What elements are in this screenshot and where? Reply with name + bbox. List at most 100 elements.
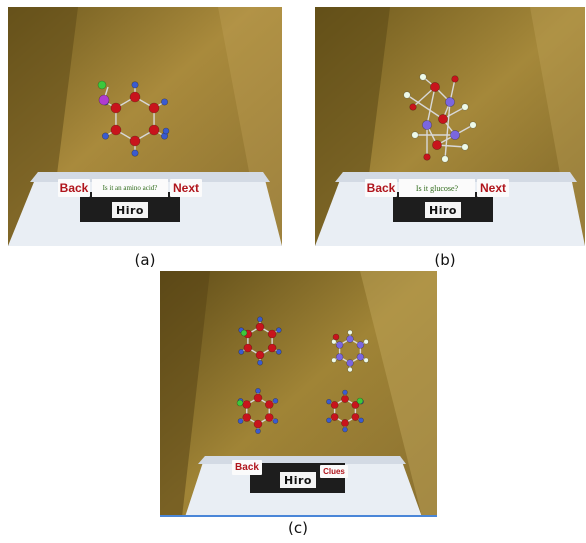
atom: [253, 419, 263, 429]
hiro-marker-label: Hiro: [425, 202, 461, 218]
atom: [351, 401, 360, 409]
atom: [267, 343, 277, 353]
atom: [451, 75, 459, 83]
back-button[interactable]: Back: [232, 460, 262, 475]
question-box: Is it glucose?: [399, 179, 475, 197]
atom: [335, 353, 344, 361]
atom: [275, 349, 282, 355]
bond: [412, 86, 436, 108]
atom: [253, 393, 263, 403]
caption-c: (c): [288, 519, 308, 537]
atom: [331, 357, 337, 363]
atom: [342, 389, 348, 396]
atom: [240, 329, 248, 337]
atom: [347, 329, 353, 336]
atom: [162, 127, 170, 135]
back-button[interactable]: Back: [365, 179, 397, 197]
atom: [264, 413, 274, 422]
bond: [436, 144, 466, 148]
atom: [242, 400, 252, 409]
bond: [444, 101, 451, 160]
back-button[interactable]: Back: [58, 179, 90, 197]
atom: [331, 339, 337, 345]
atom: [411, 131, 419, 139]
atom: [441, 155, 449, 163]
atom: [342, 426, 348, 433]
atom: [238, 349, 245, 355]
atom: [358, 417, 364, 424]
atom: [326, 399, 332, 405]
bond: [426, 86, 436, 126]
panel-c-camera-view: Hiro Back Clues: [160, 271, 437, 517]
atom: [129, 135, 141, 147]
atom: [356, 353, 365, 361]
atom: [326, 417, 332, 424]
atom: [257, 316, 263, 323]
atom: [346, 335, 354, 343]
molecule-glucose-model: [403, 73, 477, 163]
atom: [237, 418, 244, 424]
atom: [131, 81, 139, 89]
atom: [161, 98, 169, 106]
atom: [432, 140, 442, 150]
atom: [423, 153, 431, 161]
atom: [148, 102, 160, 114]
atom: [148, 124, 160, 136]
atom: [110, 124, 122, 136]
atom: [236, 399, 244, 407]
atom: [131, 149, 139, 157]
atom: [430, 82, 440, 92]
molecule-set-models: [236, 316, 369, 434]
atom: [255, 322, 265, 332]
next-button[interactable]: Next: [170, 179, 202, 197]
atom: [257, 359, 263, 366]
atom: [419, 73, 427, 81]
caption-b: (b): [434, 251, 456, 269]
atom: [363, 357, 369, 363]
atom: [341, 395, 349, 403]
atom: [335, 341, 344, 349]
atom: [243, 343, 253, 353]
atom: [461, 143, 469, 151]
atom: [272, 418, 279, 424]
atom: [450, 130, 460, 140]
atom: [97, 80, 107, 90]
atom: [347, 366, 353, 373]
atom: [445, 97, 455, 107]
atom: [110, 102, 122, 114]
atom: [356, 341, 365, 349]
hiro-marker: Hiro: [80, 192, 180, 222]
atom: [403, 91, 411, 99]
atom: [129, 91, 141, 103]
atom: [356, 397, 364, 405]
atom: [409, 103, 417, 111]
caption-a: (a): [134, 251, 156, 269]
bond: [406, 94, 444, 120]
atom: [275, 327, 282, 333]
hiro-marker-label: Hiro: [112, 202, 148, 218]
clues-button[interactable]: Clues: [320, 465, 348, 478]
next-button[interactable]: Next: [477, 179, 509, 197]
atom: [255, 388, 261, 394]
atom: [330, 413, 339, 421]
atom: [264, 400, 274, 409]
atom: [438, 114, 448, 124]
atom: [422, 120, 432, 130]
atom: [332, 333, 340, 341]
atom: [469, 121, 477, 129]
atom: [242, 413, 252, 422]
atom: [255, 350, 265, 360]
hiro-marker-label: Hiro: [280, 472, 316, 488]
atom: [341, 419, 349, 427]
atom: [346, 359, 354, 367]
atom: [101, 132, 109, 140]
atom: [272, 398, 279, 404]
question-box: Is it an amino acid?: [92, 179, 168, 197]
molecule-amino-acid-model: [97, 80, 170, 157]
panel-a-camera-view: Hiro Back Is it an amino acid? Next: [8, 7, 282, 246]
atom: [98, 94, 110, 106]
atom: [330, 401, 339, 409]
atom: [351, 413, 360, 421]
panel-b-camera-view: Hiro Back Is it glucose? Next: [315, 7, 585, 246]
atom: [363, 339, 369, 345]
